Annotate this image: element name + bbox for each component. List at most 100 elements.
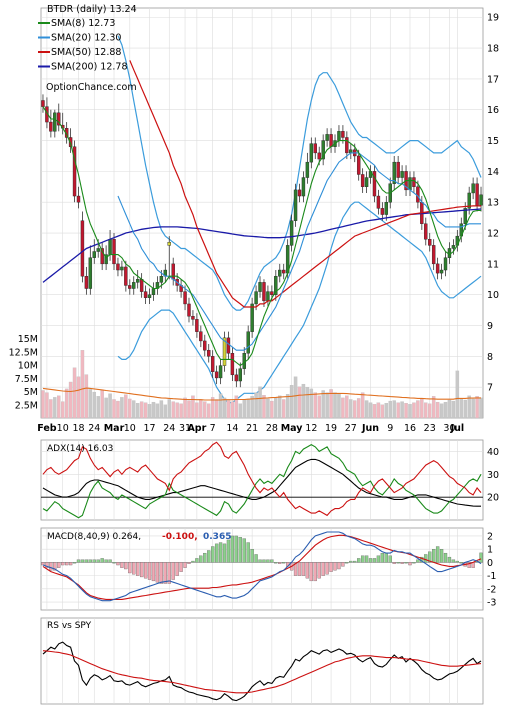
volume-bar xyxy=(203,401,207,419)
candle-body xyxy=(258,282,262,292)
volume-bar xyxy=(171,401,175,419)
volume-bar xyxy=(234,395,239,419)
volume-bar xyxy=(199,399,203,419)
volume-bar xyxy=(431,396,436,419)
macd-histogram-bar xyxy=(211,546,215,563)
candle-body xyxy=(321,140,325,160)
volume-bar xyxy=(64,388,69,419)
candle-body xyxy=(475,183,479,206)
macd-histogram-bar xyxy=(124,562,128,570)
volume-bar xyxy=(222,397,227,419)
candle-body xyxy=(183,291,187,305)
candle-body xyxy=(345,137,349,154)
macd-histogram-bar xyxy=(207,550,211,563)
macd-histogram-bar xyxy=(309,562,313,582)
volume-tick-label: 15M xyxy=(18,334,38,345)
price-tick-label: 7 xyxy=(487,383,493,394)
candle-body xyxy=(230,353,235,376)
candle-body xyxy=(100,248,104,265)
macd-histogram-bar xyxy=(329,562,333,572)
volume-bar xyxy=(226,400,231,419)
volume-axis: 2.5M 5M 7.5M 10M 12.5M 15M xyxy=(9,334,38,411)
macd-histogram-bar xyxy=(337,562,341,570)
macd-histogram-bar xyxy=(139,562,144,578)
macd-histogram-bar xyxy=(447,556,452,563)
candle-body xyxy=(96,248,100,252)
macd-histogram-bar xyxy=(136,562,140,576)
volume-bar xyxy=(258,386,262,419)
macd-histogram-bar xyxy=(96,559,100,563)
sma200-line xyxy=(42,208,482,283)
macd_signal-line xyxy=(42,531,482,602)
macd-histogram-bar xyxy=(108,559,112,563)
macd-histogram-bar xyxy=(92,559,96,563)
macd-histogram-bar xyxy=(116,562,120,566)
volume-bar xyxy=(242,399,246,419)
candle-body xyxy=(439,269,444,274)
macd-histogram-bar xyxy=(120,562,124,568)
candle-body xyxy=(135,279,140,283)
macd-histogram-bar xyxy=(80,559,85,563)
legend-label: SMA(200) 12.78 xyxy=(51,62,128,73)
date-tick-label: 17 xyxy=(143,423,155,434)
macd-histogram-bar xyxy=(151,562,156,582)
candle-body xyxy=(151,288,156,295)
volume-bar xyxy=(424,402,428,419)
legend-label: SMA(20) 12.30 xyxy=(51,33,121,44)
panel-tick-label: 30 xyxy=(487,470,499,481)
candle-body xyxy=(278,269,282,277)
candle-body xyxy=(412,177,416,187)
macd-histogram-bar xyxy=(376,555,381,563)
macd-histogram-bar xyxy=(226,539,231,563)
candle-body xyxy=(317,152,321,160)
volume-bar xyxy=(100,389,104,419)
volume-bar xyxy=(297,386,302,419)
panel-tick-label: 0 xyxy=(487,558,493,569)
volume-bar xyxy=(341,397,345,419)
volume-bar xyxy=(321,390,325,419)
macd-histogram-bar xyxy=(455,560,459,563)
volume-bar xyxy=(72,367,77,419)
candle-body xyxy=(80,220,85,277)
macd-histogram-bar xyxy=(155,562,160,583)
volume-bar xyxy=(132,400,136,419)
macd-histogram-bar xyxy=(112,562,116,564)
volume-bar xyxy=(293,376,298,419)
macd-histogram-bar xyxy=(305,562,310,579)
bollinger-lower-line xyxy=(117,201,482,404)
date-tick-label: 9 xyxy=(387,423,393,434)
macd-histogram-bar xyxy=(325,562,329,575)
macd-histogram-bar xyxy=(349,560,353,563)
volume-bar xyxy=(317,395,321,419)
macd-histogram-bar xyxy=(191,560,195,563)
candle-body xyxy=(214,371,219,379)
macd-histogram-bar xyxy=(183,562,187,568)
volume-bar xyxy=(60,401,65,419)
panel-tick-label: -2 xyxy=(487,584,496,595)
macd-histogram-bar xyxy=(459,562,463,564)
date-tick-label: 12 xyxy=(305,423,317,434)
volume-bar xyxy=(404,403,408,419)
macd-histogram-bar xyxy=(199,555,203,563)
macd-histogram-bar xyxy=(132,562,136,575)
macd-histogram-bar xyxy=(242,538,246,563)
macd-histogram-bar xyxy=(345,562,349,564)
volume-bar xyxy=(218,393,223,419)
macd-histogram-bar xyxy=(171,562,175,580)
rs_avg-line xyxy=(42,650,482,694)
macd-histogram-bar xyxy=(317,562,321,579)
candle-body xyxy=(108,239,112,255)
macd-histogram-bar xyxy=(104,559,108,563)
volume-tick-label: 12.5M xyxy=(9,347,38,358)
macd-histogram-bar xyxy=(238,537,242,563)
macd-histogram-bar xyxy=(49,562,53,571)
candle-body xyxy=(159,275,164,283)
candle-body xyxy=(297,189,302,197)
volume-bar xyxy=(187,400,191,419)
macd-histogram-bar xyxy=(443,552,448,563)
candle-body xyxy=(424,223,428,240)
volume-bar xyxy=(147,404,152,419)
volume-bars xyxy=(41,350,483,419)
volume-bar xyxy=(254,392,258,419)
candle-body xyxy=(72,146,77,197)
